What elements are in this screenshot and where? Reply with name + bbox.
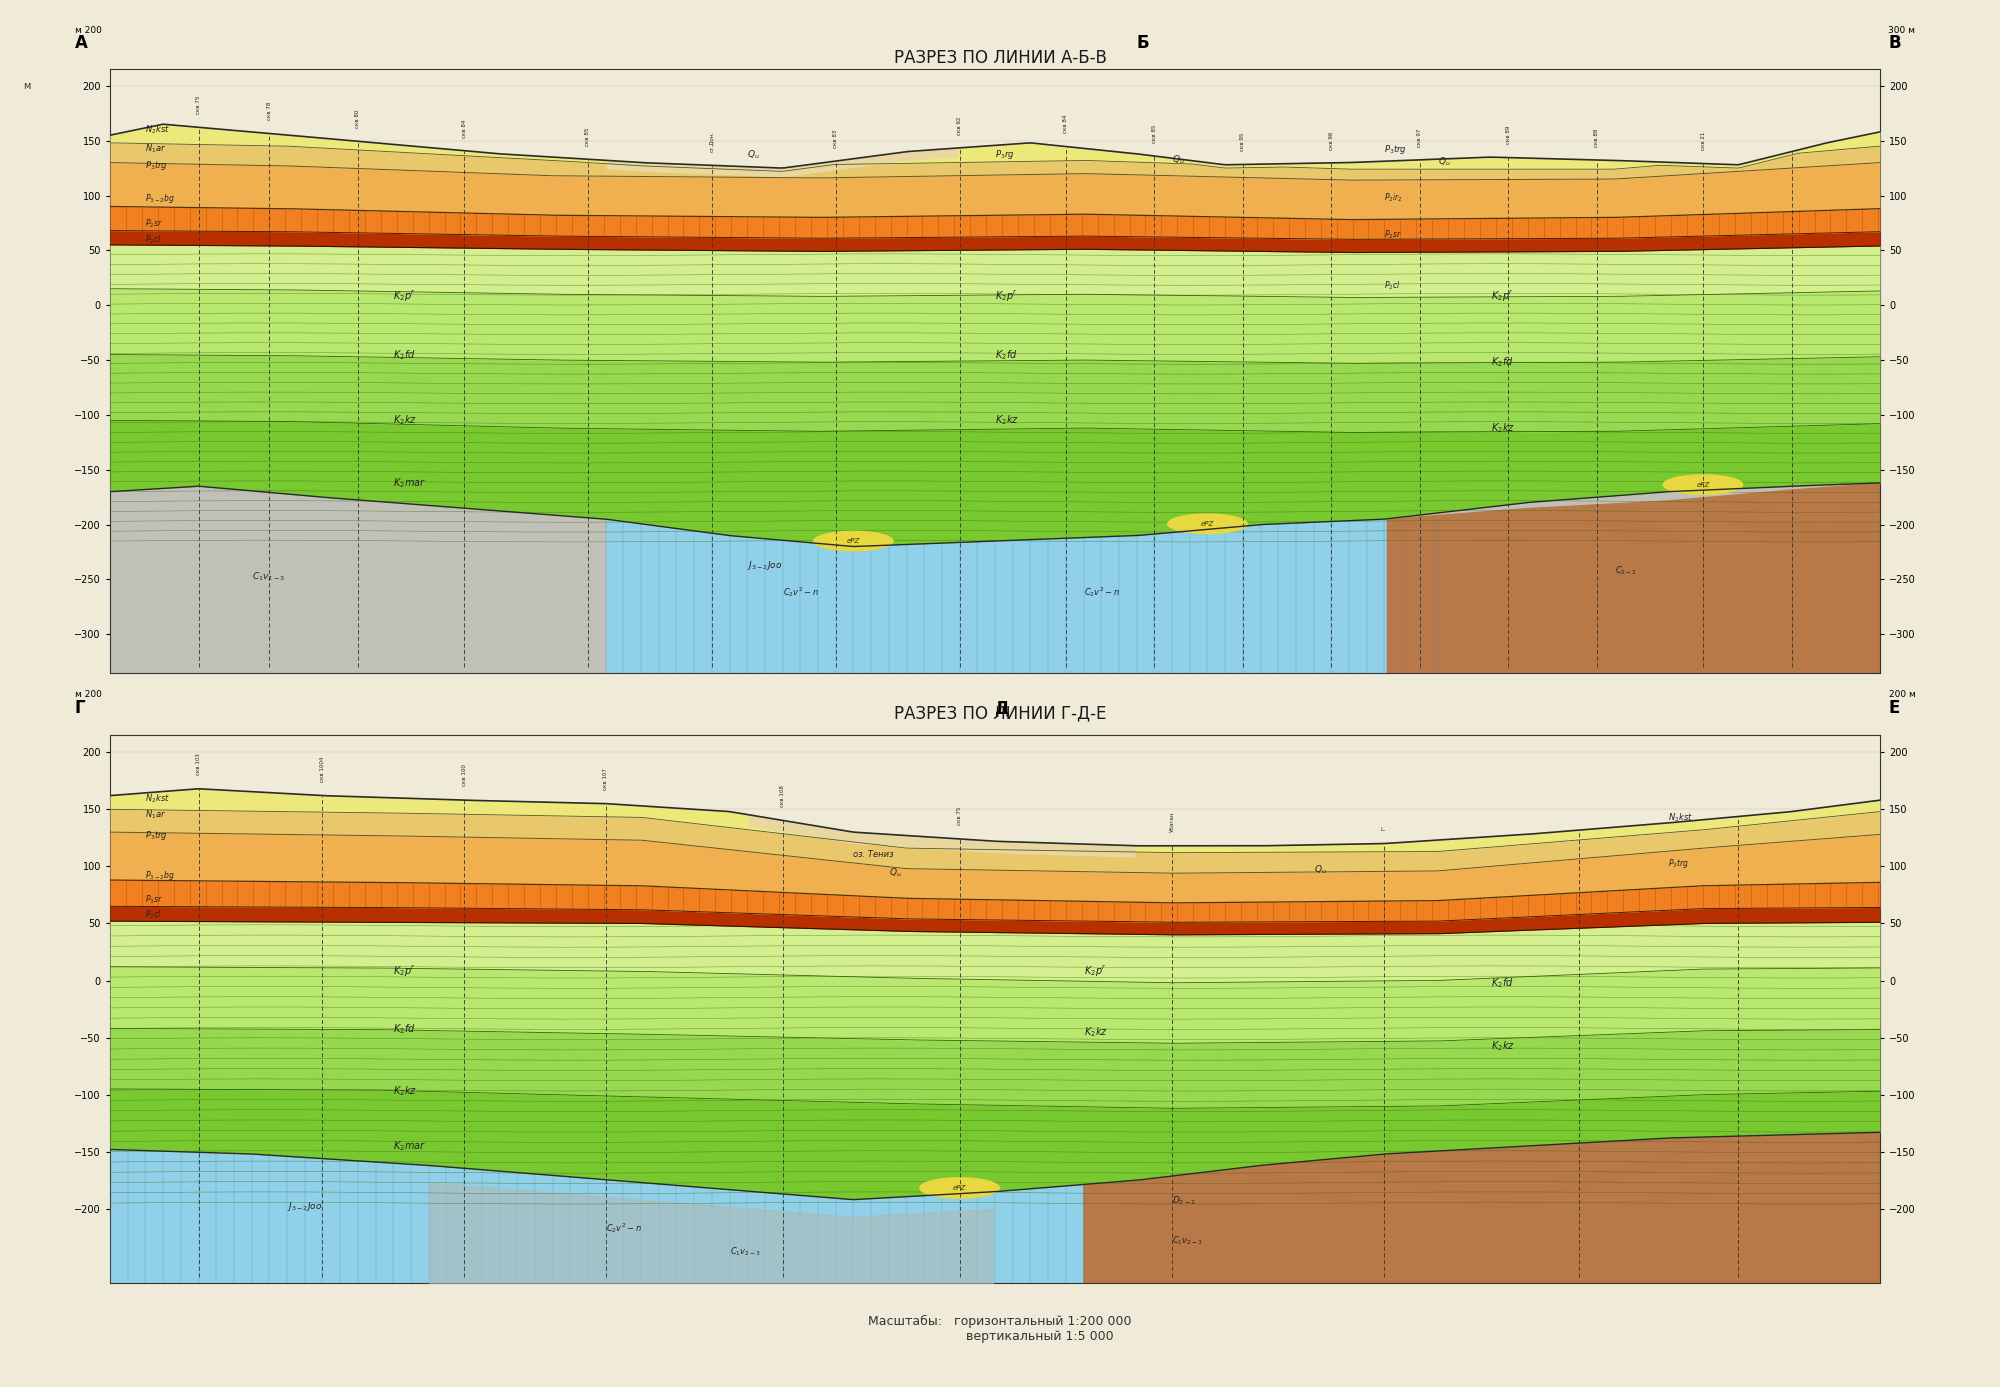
Text: $C_2v^2-n$: $C_2v^2-n$ xyxy=(1084,585,1120,599)
Text: Г': Г' xyxy=(1382,825,1386,829)
Text: скв 78: скв 78 xyxy=(266,101,272,121)
Text: $P_2cl$: $P_2cl$ xyxy=(1384,280,1400,293)
Text: $K_2fd$: $K_2fd$ xyxy=(996,348,1018,362)
Text: $K_2p^r$: $K_2p^r$ xyxy=(394,288,416,304)
Text: скв 84: скв 84 xyxy=(462,119,466,137)
Text: $P_{3-2}bg$: $P_{3-2}bg$ xyxy=(146,191,174,205)
Text: скв 85: скв 85 xyxy=(586,128,590,146)
Text: $P_3trg$: $P_3trg$ xyxy=(1668,857,1688,871)
Text: $P_3trg$: $P_3trg$ xyxy=(1384,143,1408,155)
Ellipse shape xyxy=(1168,515,1248,534)
Text: $Q_u$: $Q_u$ xyxy=(888,867,902,879)
Text: $J_{3-2}Joo$: $J_{3-2}Joo$ xyxy=(288,1200,322,1212)
Text: скв 96: скв 96 xyxy=(1328,132,1334,150)
Text: ePZ: ePZ xyxy=(846,538,860,544)
Text: $N_1ar$: $N_1ar$ xyxy=(146,143,166,155)
Text: Б: Б xyxy=(1136,35,1150,53)
Text: $K_2kz$: $K_2kz$ xyxy=(1490,1039,1514,1053)
Text: скв 1004: скв 1004 xyxy=(320,756,324,782)
Text: $K_2p^r$: $K_2p^r$ xyxy=(394,964,416,979)
Text: скв 21: скв 21 xyxy=(1700,132,1706,150)
Text: $P_3trg$: $P_3trg$ xyxy=(146,160,168,172)
Text: Г: Г xyxy=(74,699,86,717)
Text: скв 95: скв 95 xyxy=(1240,133,1246,151)
Text: Масштабы:   горизонтальный 1:200 000
                    вертикальный 1:5 000: Масштабы: горизонтальный 1:200 000 верти… xyxy=(868,1315,1132,1343)
Text: $C_2v^2-n$: $C_2v^2-n$ xyxy=(782,585,818,599)
Text: $Q_u$: $Q_u$ xyxy=(748,148,760,161)
Text: Убаган: Убаган xyxy=(1170,811,1174,832)
Text: $K_2kz$: $K_2kz$ xyxy=(394,413,418,427)
Text: скв 84: скв 84 xyxy=(1064,115,1068,133)
Text: $P_2cl$: $P_2cl$ xyxy=(146,233,162,245)
Text: $C_{1}v_{2-3}$: $C_{1}v_{2-3}$ xyxy=(1172,1234,1204,1247)
Text: скв 89: скв 89 xyxy=(1506,126,1510,144)
Text: скв 80: скв 80 xyxy=(356,110,360,128)
Text: $K_2fd$: $K_2fd$ xyxy=(394,348,416,362)
Text: $J_{3-2}Joo$: $J_{3-2}Joo$ xyxy=(748,559,782,573)
Text: $K_2kz$: $K_2kz$ xyxy=(394,1085,418,1099)
Text: $P_3sr$: $P_3sr$ xyxy=(146,893,164,906)
Text: В: В xyxy=(1888,35,1902,53)
Text: $P_2cl$: $P_2cl$ xyxy=(146,908,162,921)
Text: скв 107: скв 107 xyxy=(604,768,608,791)
Ellipse shape xyxy=(1664,474,1742,495)
Text: скв 92: скв 92 xyxy=(958,117,962,135)
Text: $C_{2-2}$: $C_{2-2}$ xyxy=(1614,565,1636,577)
Text: $P_2sr$: $P_2sr$ xyxy=(146,218,164,230)
Text: $K_2p^r$: $K_2p^r$ xyxy=(1084,964,1106,979)
Text: ePZ: ePZ xyxy=(1200,520,1214,527)
Text: $P_{3-2}bg$: $P_{3-2}bg$ xyxy=(146,868,174,882)
Text: $K_2kz$: $K_2kz$ xyxy=(1490,422,1514,436)
Text: $K_2p^r$: $K_2p^r$ xyxy=(1490,288,1514,304)
Text: $Q_u$: $Q_u$ xyxy=(1438,155,1450,168)
Text: м 200: м 200 xyxy=(74,689,102,699)
Text: скв 75: скв 75 xyxy=(196,96,200,114)
Text: $N_2kst$: $N_2kst$ xyxy=(146,123,170,136)
Text: $K_2p^r$: $K_2p^r$ xyxy=(996,288,1018,304)
Text: $N_2kst$: $N_2kst$ xyxy=(146,792,170,804)
Text: $C_1v_{2-3}$: $C_1v_{2-3}$ xyxy=(252,570,284,583)
Text: скв 75: скв 75 xyxy=(958,807,962,825)
Text: м: м xyxy=(22,80,30,90)
Text: $C_2v^2-n$: $C_2v^2-n$ xyxy=(606,1221,642,1234)
Text: РАЗРЕЗ ПО ЛИНИИ А-Б-В: РАЗРЕЗ ПО ЛИНИИ А-Б-В xyxy=(894,49,1106,67)
Text: $K_2mar$: $K_2mar$ xyxy=(394,476,426,490)
Text: $K_2kz$: $K_2kz$ xyxy=(1084,1025,1108,1039)
Text: скв 88: скв 88 xyxy=(1594,129,1600,147)
Text: ePZ: ePZ xyxy=(952,1184,966,1191)
Text: $K_2mar$: $K_2mar$ xyxy=(394,1140,426,1153)
Text: $P_3trg$: $P_3trg$ xyxy=(146,829,168,842)
Text: скв 97: скв 97 xyxy=(1418,129,1422,147)
Text: Е: Е xyxy=(1888,699,1900,717)
Text: ст.Дон.: ст.Дон. xyxy=(710,130,714,153)
Text: $K_2fd$: $K_2fd$ xyxy=(394,1022,416,1036)
Text: $N_1ar$: $N_1ar$ xyxy=(146,809,166,821)
Text: скв 103: скв 103 xyxy=(196,753,200,775)
Text: А: А xyxy=(74,35,88,53)
Text: $P_2sr$: $P_2sr$ xyxy=(1384,229,1402,241)
Text: ePZ: ePZ xyxy=(1696,481,1710,488)
Text: $K_2kz$: $K_2kz$ xyxy=(996,413,1018,427)
Text: $P_2ir_2$: $P_2ir_2$ xyxy=(1384,191,1402,204)
Text: оз. Тениз: оз. Тениз xyxy=(854,850,894,859)
Text: 200 м: 200 м xyxy=(1888,689,1916,699)
Text: $K_2fd$: $K_2fd$ xyxy=(1490,355,1514,369)
Text: скв 85: скв 85 xyxy=(1152,125,1156,143)
Text: м 200: м 200 xyxy=(74,26,102,35)
Text: 300 м: 300 м xyxy=(1888,26,1916,35)
Text: скв 108: скв 108 xyxy=(780,785,786,807)
Text: Д: Д xyxy=(996,699,1010,717)
Text: $N_2kst$: $N_2kst$ xyxy=(1668,811,1692,824)
Text: $Q_u$: $Q_u$ xyxy=(1314,863,1326,875)
Ellipse shape xyxy=(920,1178,1000,1198)
Text: скв 100: скв 100 xyxy=(462,764,466,786)
Text: $C_1v_{2-3}$: $C_1v_{2-3}$ xyxy=(730,1246,760,1258)
Text: РАЗРЕЗ ПО ЛИНИИ Г-Д-Е: РАЗРЕЗ ПО ЛИНИИ Г-Д-Е xyxy=(894,705,1106,723)
Text: $D_{2-2}$: $D_{2-2}$ xyxy=(1172,1194,1196,1207)
Text: скв 83: скв 83 xyxy=(834,129,838,148)
Text: $Q_u$: $Q_u$ xyxy=(1172,154,1184,166)
Text: $K_2fd$: $K_2fd$ xyxy=(1490,976,1514,990)
Ellipse shape xyxy=(814,531,894,551)
Text: $P_3rg$: $P_3rg$ xyxy=(996,148,1014,161)
